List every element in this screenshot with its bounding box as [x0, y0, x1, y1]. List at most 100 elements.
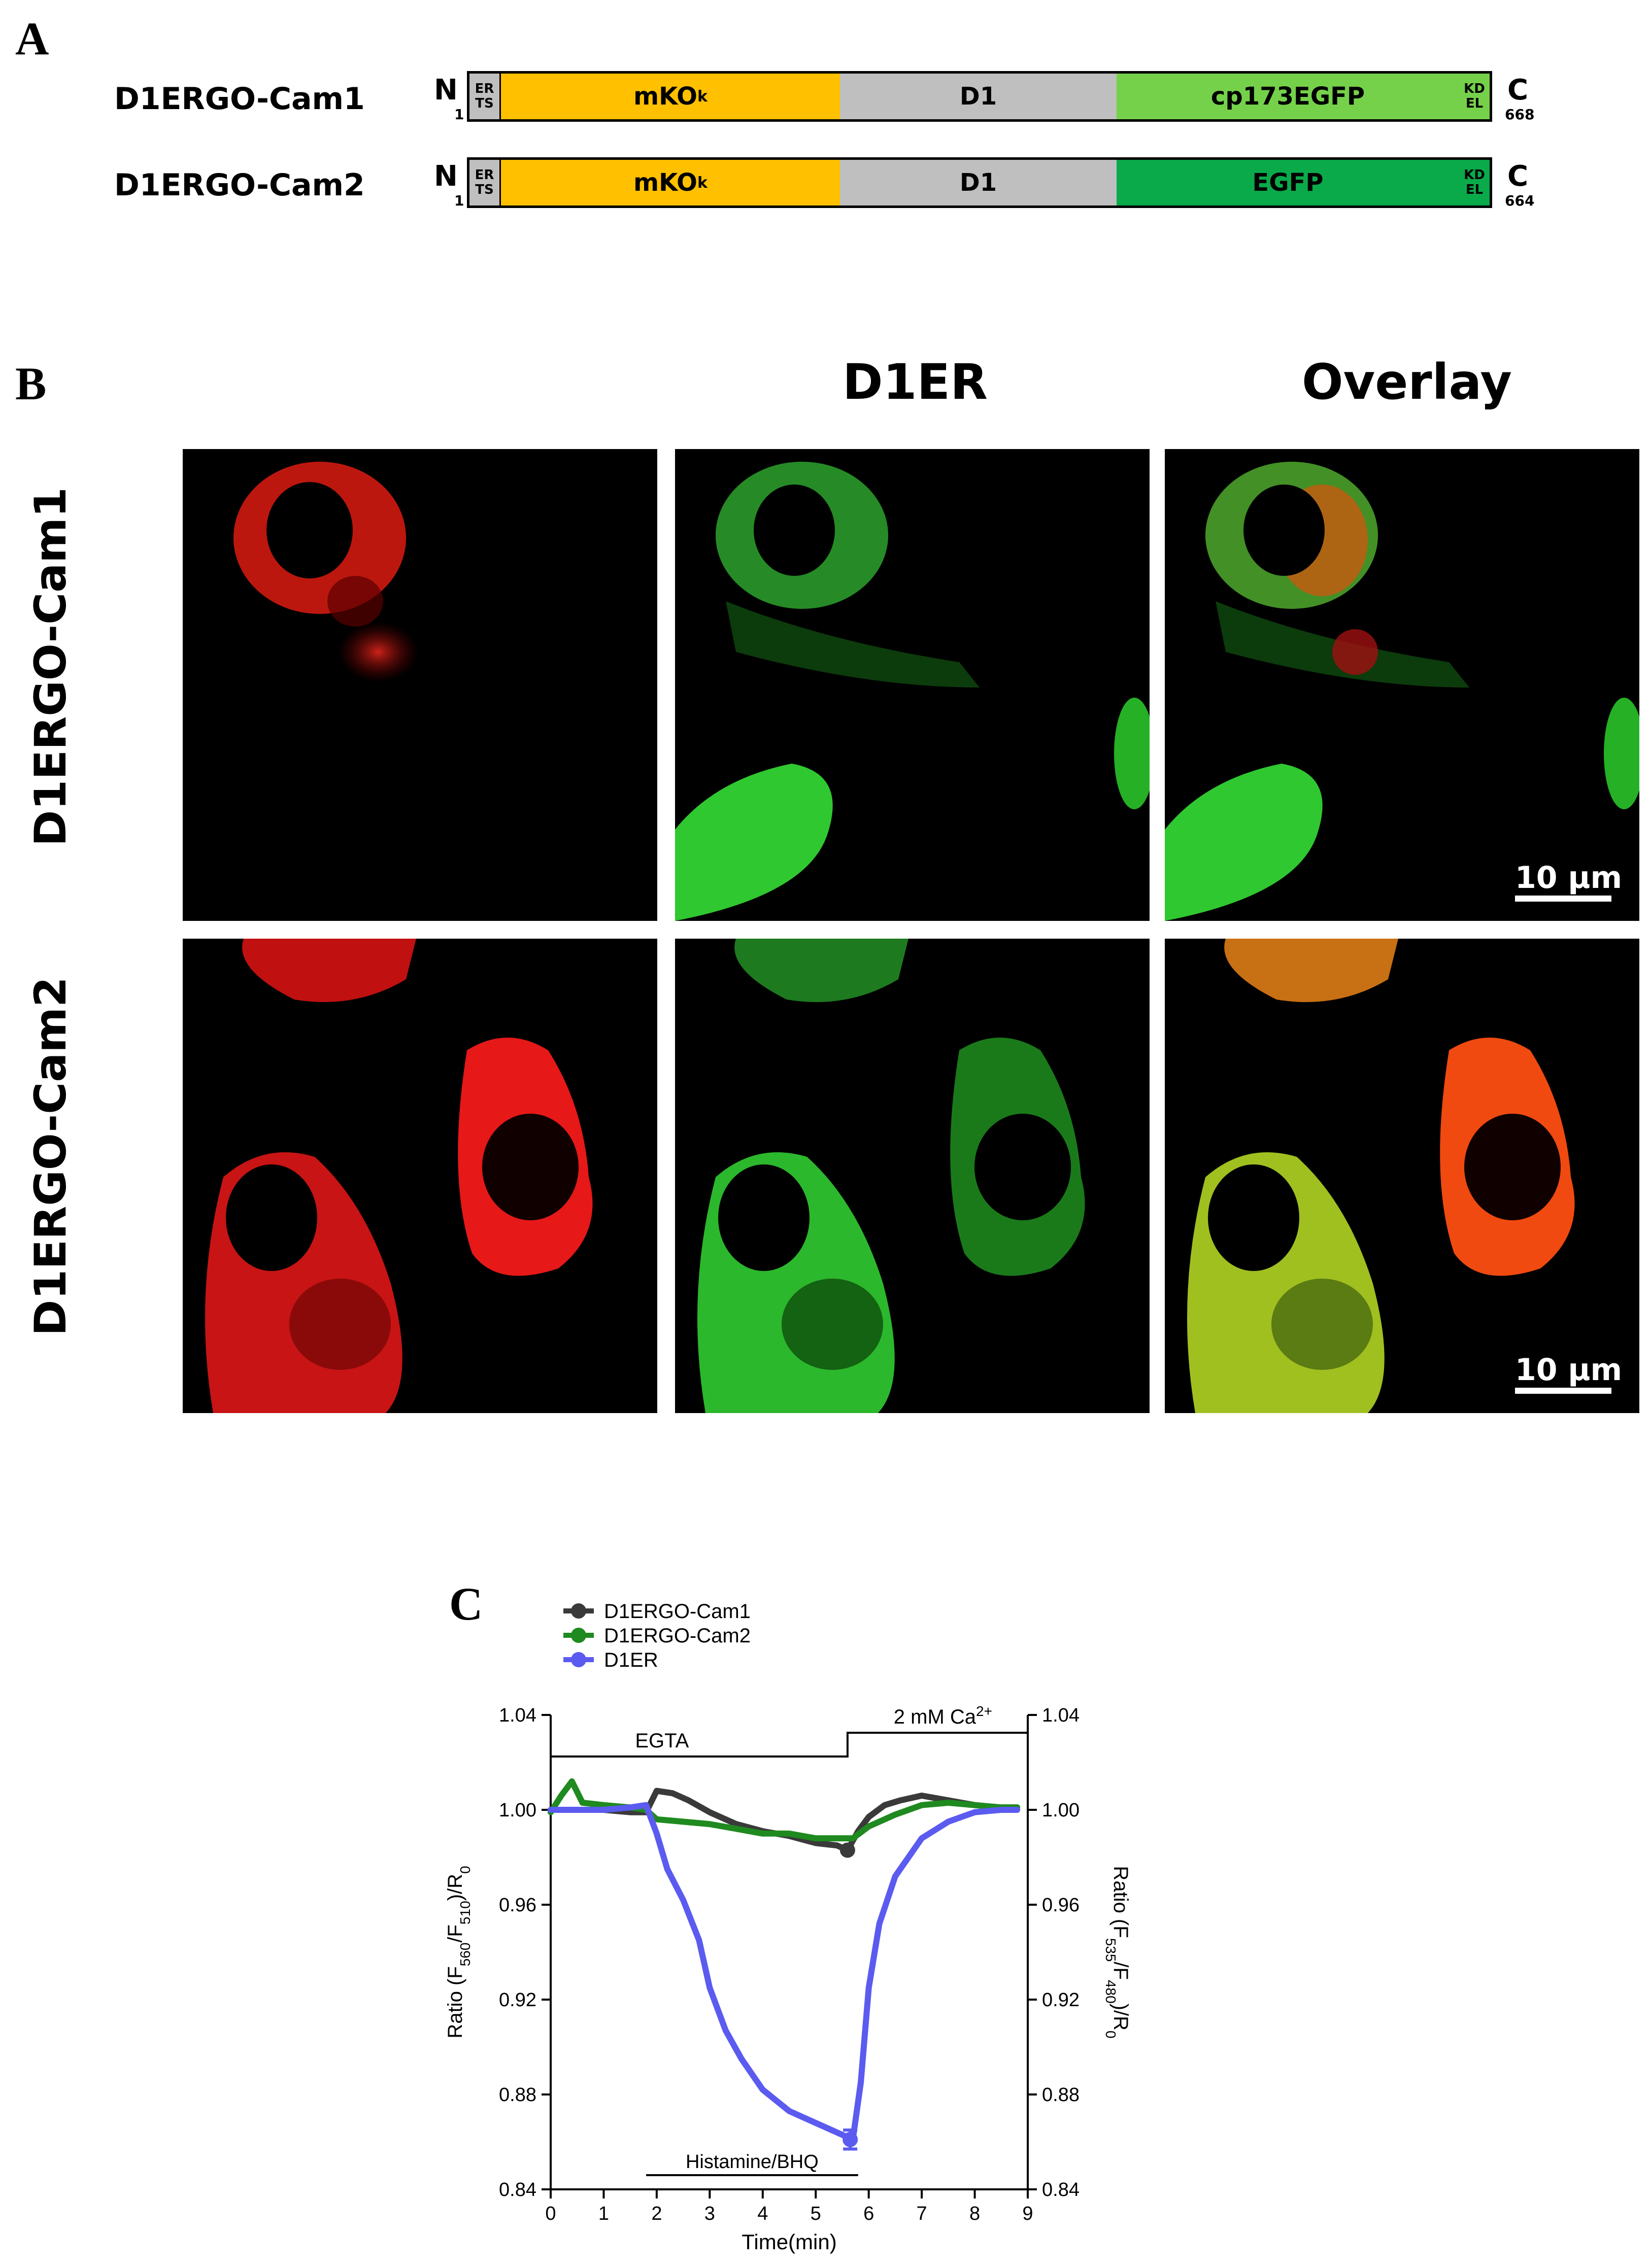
legend-swatch-marker [571, 1603, 586, 1619]
column-header-overlay: Overlay [1302, 354, 1512, 410]
construct-2-end: 664 [1505, 192, 1535, 209]
y-tick-label-left: 0.92 [499, 1989, 536, 2011]
y-tick-label-left: 0.96 [499, 1895, 536, 1916]
d1-segment: D1 [840, 160, 1117, 205]
data-point [834, 2129, 839, 2135]
data-point [866, 1814, 871, 1820]
construct-1-end: 668 [1505, 106, 1535, 123]
cell-image [205, 939, 593, 1413]
data-point [998, 1807, 1004, 1812]
row-label-cam1: D1ERGO-Cam1 [25, 487, 76, 846]
data-point [787, 1831, 792, 1836]
panel-b-letter: B [15, 358, 47, 409]
construct-1-name: D1ERGO-Cam1 [114, 81, 365, 117]
data-point [739, 2056, 744, 2061]
cell-image [1165, 462, 1639, 921]
construct-2-start: 1 [454, 192, 464, 209]
data-point [601, 1802, 607, 1808]
data-point [898, 1798, 903, 1803]
micrograph-cam2-green [675, 939, 1150, 1413]
data-point [972, 1809, 978, 1815]
data-point [627, 1809, 633, 1815]
egfp-segment: EGFP [1117, 160, 1459, 205]
x-tick-label: 8 [969, 2203, 980, 2224]
micrograph-cam2-overlay: 10 µm [1165, 939, 1639, 1413]
data-point [654, 1788, 659, 1794]
data-point [877, 1921, 882, 1927]
micrograph-cam1-overlay: 10 µm [1165, 449, 1639, 921]
mko-segment: mKO k [501, 74, 840, 119]
data-point [670, 1791, 676, 1796]
construct-2-bar: ER TS mKO k D1 EGFP KD EL [467, 157, 1492, 208]
data-point [972, 1802, 978, 1808]
data-point [760, 2087, 765, 2092]
row-label-1-wrap: D1ERGO-Cam1 [0, 487, 152, 846]
cell-image [675, 462, 1150, 921]
panel-a-letter: A [15, 13, 49, 64]
er-ts-segment: ER TS [469, 74, 501, 119]
data-point [919, 1802, 925, 1808]
x-tick-label: 1 [598, 2203, 609, 2224]
construct-1-n-terminus: N [434, 74, 458, 107]
x-tick-label: 4 [757, 2203, 768, 2224]
data-point [723, 2028, 728, 2033]
data-point [696, 1938, 702, 1943]
y-tick-label-right: 0.84 [1042, 2179, 1080, 2201]
micrograph-cam1-green [675, 449, 1150, 921]
panel-c-letter: C [449, 1578, 483, 1630]
y-axis-label-right: Ratio (F535/F480)/R0 [1103, 1866, 1132, 2038]
cell-image [697, 939, 1085, 1413]
data-point [558, 1793, 564, 1798]
scale-bar-label: 10 µm [1515, 860, 1623, 896]
data-point [654, 1831, 659, 1836]
construct-1-start: 1 [454, 106, 464, 123]
data-point [892, 1873, 898, 1879]
column-header-d1er: D1ER [843, 354, 988, 410]
data-point [569, 1778, 575, 1784]
data-point [919, 1836, 925, 1841]
data-point [866, 1985, 871, 1990]
series-marker [839, 1842, 855, 1858]
y-tick-label-left: 0.88 [499, 2084, 536, 2106]
data-point [627, 1805, 633, 1810]
x-tick-label: 5 [811, 2203, 821, 2224]
legend-label: D1ERGO-Cam1 [604, 1600, 751, 1623]
data-point [681, 1897, 686, 1903]
construct-1-bar: ER TS mKO k D1 cp173EGFP KD EL [467, 71, 1492, 122]
y-tick-label-right: 0.92 [1042, 1989, 1080, 2011]
data-point [787, 2108, 792, 2114]
d1-segment: D1 [840, 74, 1117, 119]
scale-bar-label: 10 µm [1515, 1352, 1623, 1388]
data-point [919, 1793, 925, 1798]
x-tick-label: 9 [1022, 2203, 1033, 2224]
data-point [839, 1836, 845, 1841]
y-tick-label-right: 1.04 [1042, 1705, 1080, 1726]
data-point [707, 1809, 713, 1815]
data-point [946, 1819, 951, 1825]
data-point [733, 1822, 739, 1827]
y-axis-label-left: Ratio (F560/F510)/R0 [444, 1866, 473, 2038]
y-tick-label-right: 0.88 [1042, 2084, 1080, 2106]
data-point [733, 1826, 739, 1832]
data-point [664, 1866, 670, 1872]
construct-2-c-terminus: C [1507, 160, 1529, 193]
micrograph-cam1-red [183, 449, 657, 921]
kdel-segment: KD EL [1459, 160, 1490, 205]
data-point [760, 1831, 765, 1836]
legend-label: D1ERGO-Cam2 [604, 1625, 751, 1647]
data-point [866, 1824, 871, 1829]
mko-segment: mKO k [501, 160, 840, 205]
data-point [548, 1807, 553, 1812]
treatment-line [551, 1728, 1029, 1758]
cell-image [233, 462, 419, 682]
legend-label: D1ER [604, 1649, 658, 1671]
data-point [834, 1843, 839, 1848]
cp173egfp-segment: cp173EGFP [1117, 74, 1459, 119]
micrograph-cam2-red [183, 939, 657, 1413]
y-tick-label-left: 0.84 [499, 2179, 536, 2201]
cell-image [1187, 939, 1575, 1413]
data-point [813, 1840, 819, 1846]
data-point [813, 1836, 819, 1841]
construct-1-c-terminus: C [1507, 74, 1529, 107]
kdel-segment: KD EL [1459, 74, 1490, 119]
